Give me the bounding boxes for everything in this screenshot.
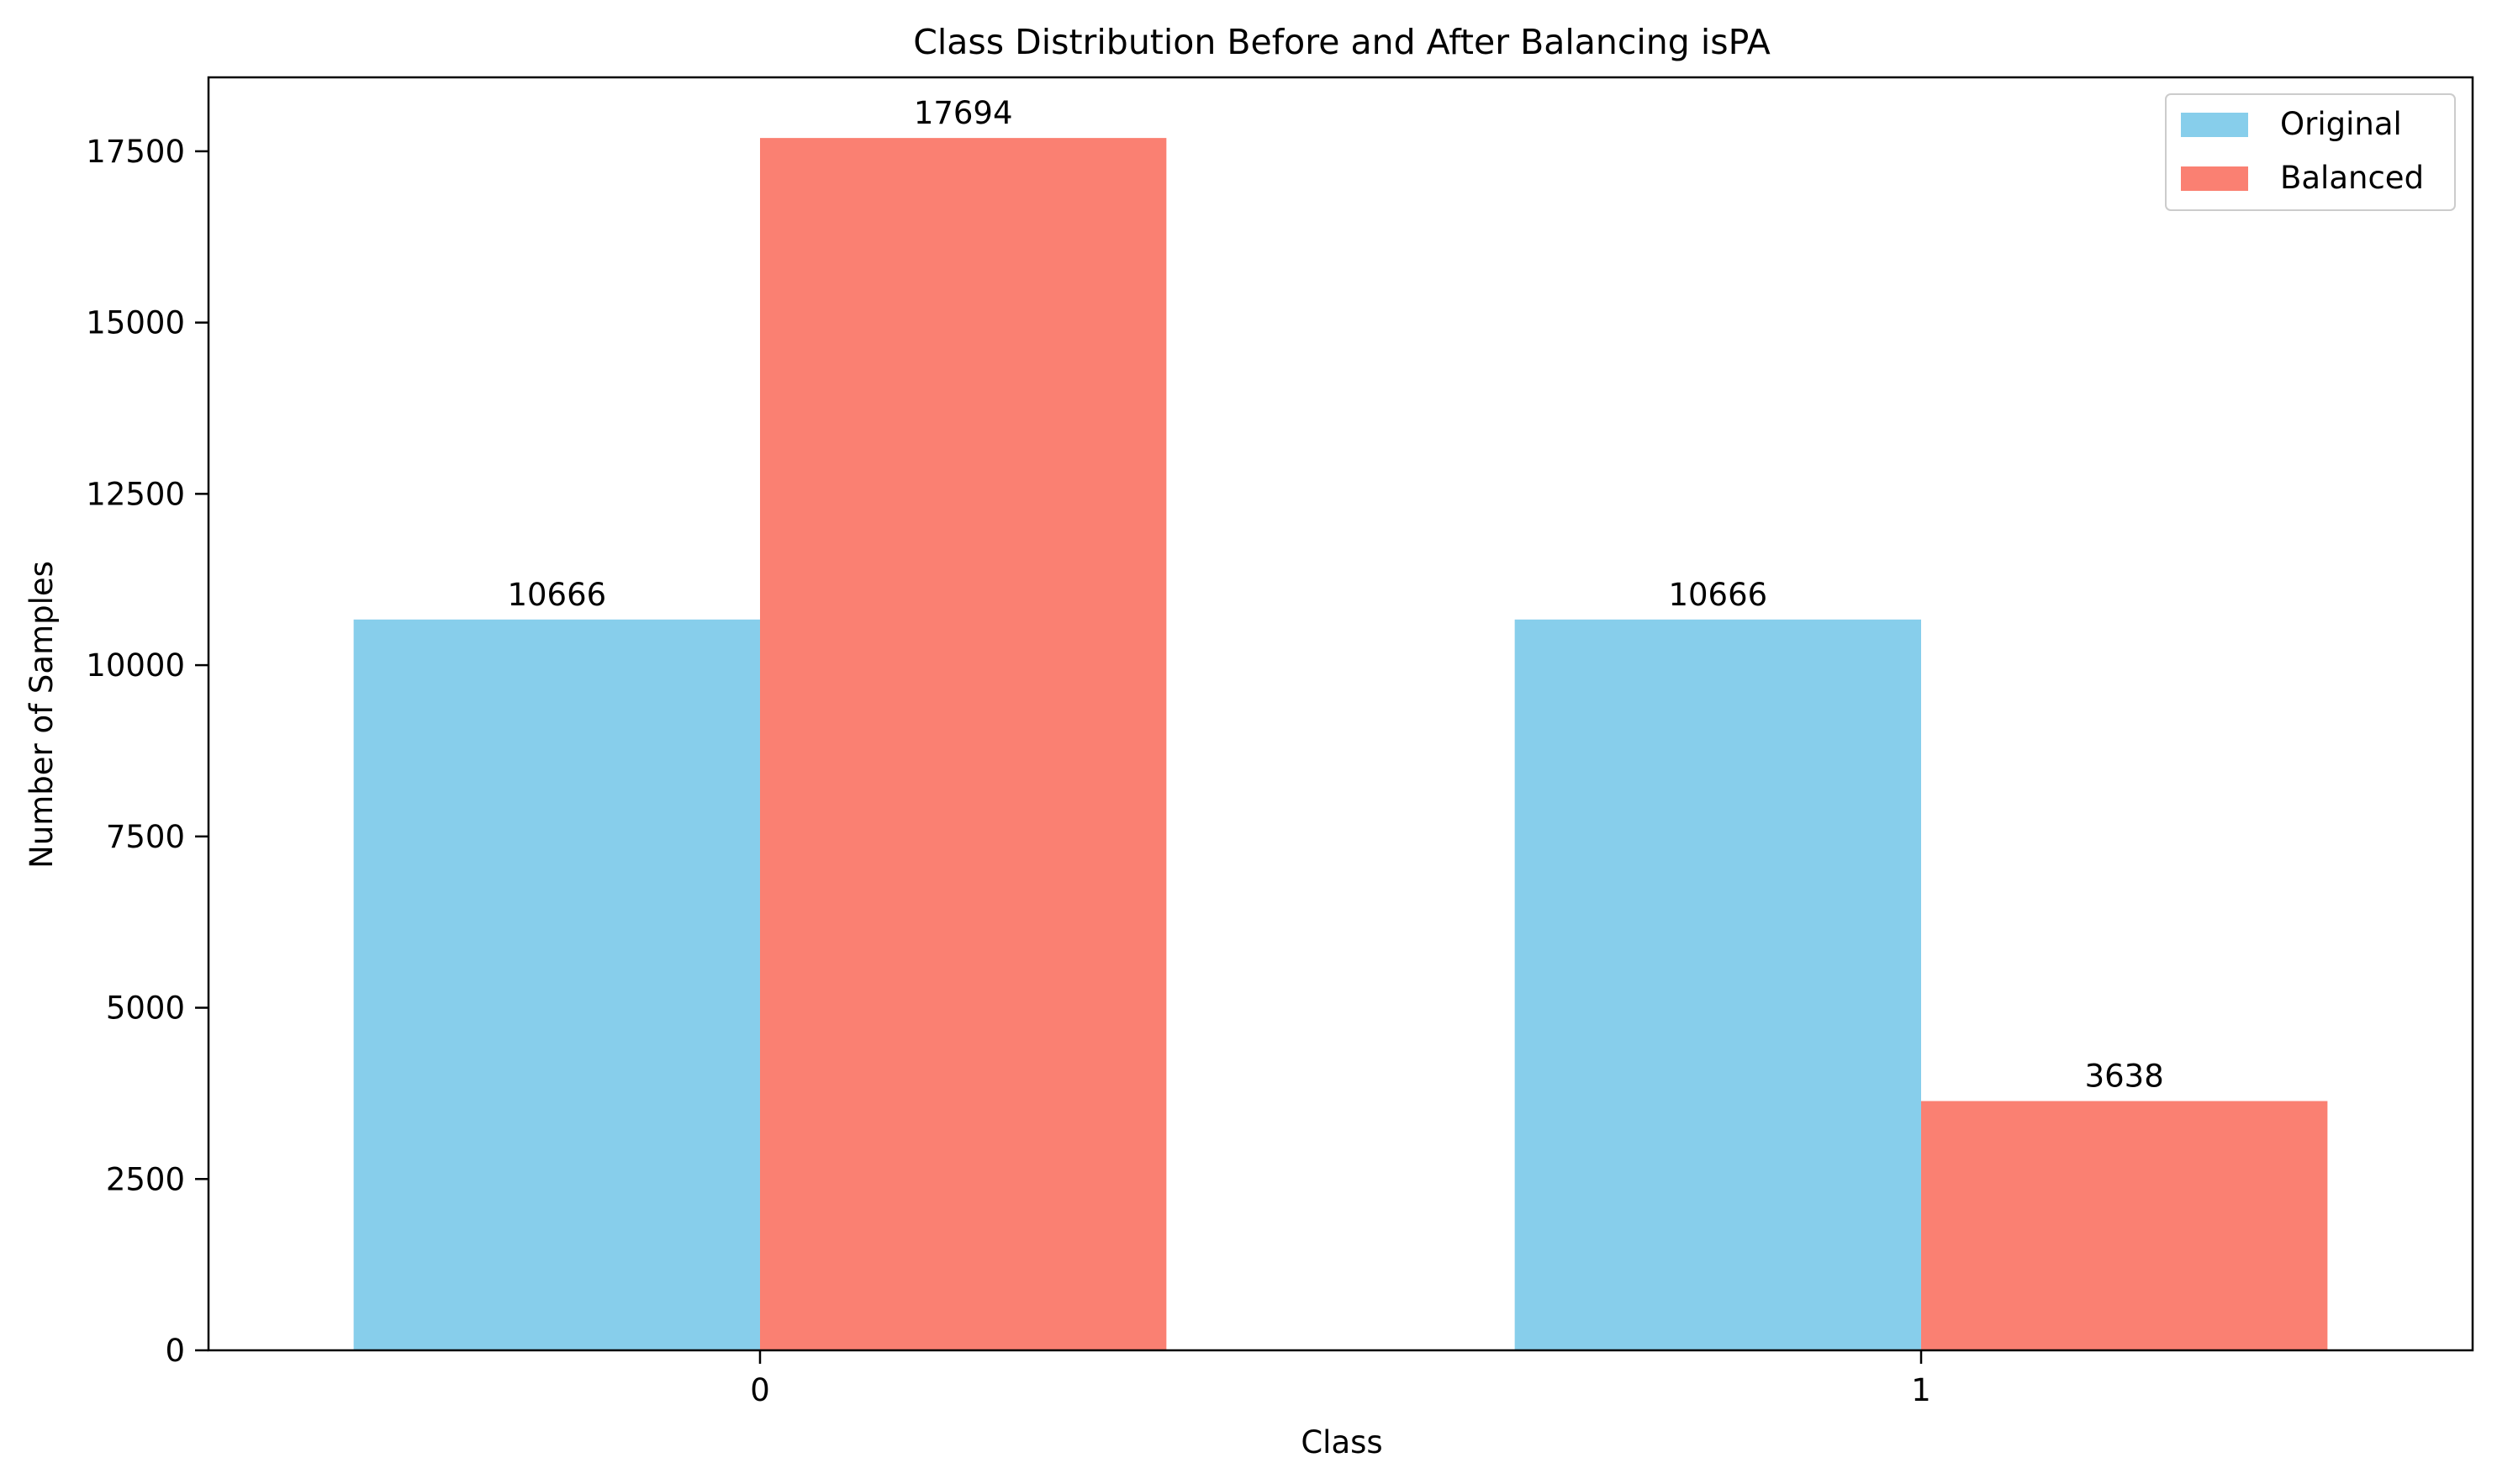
bar-original-class-1 [1514, 619, 1922, 1350]
bar-balanced-class-1 [1921, 1101, 2328, 1350]
x-tick-label: 0 [750, 1372, 770, 1408]
plot-frame [207, 76, 2474, 1352]
legend-swatch-balanced [2181, 166, 2248, 191]
y-tick-label: 7500 [106, 819, 185, 855]
bar-original-class-0 [353, 619, 760, 1350]
y-axis: 0 2500 5000 7500 10000 12500 15000 17500 [86, 134, 209, 1369]
chart-title: Class Distribution Before and After Bala… [913, 22, 1771, 62]
legend-label-balanced: Balanced [2280, 160, 2424, 196]
data-label-balanced-class-1: 3638 [2085, 1059, 2164, 1095]
x-axis-label: Class [1301, 1424, 1382, 1460]
y-tick-label: 12500 [86, 476, 185, 512]
legend-swatch-original [2181, 113, 2248, 137]
y-tick-label: 5000 [106, 990, 185, 1027]
legend-label-original: Original [2280, 106, 2402, 142]
y-tick-label: 15000 [86, 305, 185, 341]
y-tick-label: 0 [165, 1333, 185, 1369]
y-tick-label: 17500 [86, 134, 185, 170]
data-labels-group: 10666 10666 17694 3638 [507, 95, 2163, 1094]
legend: Original Balanced [2165, 93, 2456, 211]
x-tick-label: 1 [1911, 1372, 1931, 1408]
bar-balanced-class-0 [759, 138, 1167, 1350]
data-label-original-class-0: 10666 [507, 577, 606, 613]
y-tick-label: 2500 [106, 1161, 185, 1197]
y-tick-label: 10000 [86, 647, 185, 684]
y-axis-label: Number of Samples [24, 561, 60, 869]
data-label-original-class-1: 10666 [1668, 577, 1767, 613]
bars-group [353, 138, 2328, 1350]
data-label-balanced-class-0: 17694 [914, 95, 1013, 131]
